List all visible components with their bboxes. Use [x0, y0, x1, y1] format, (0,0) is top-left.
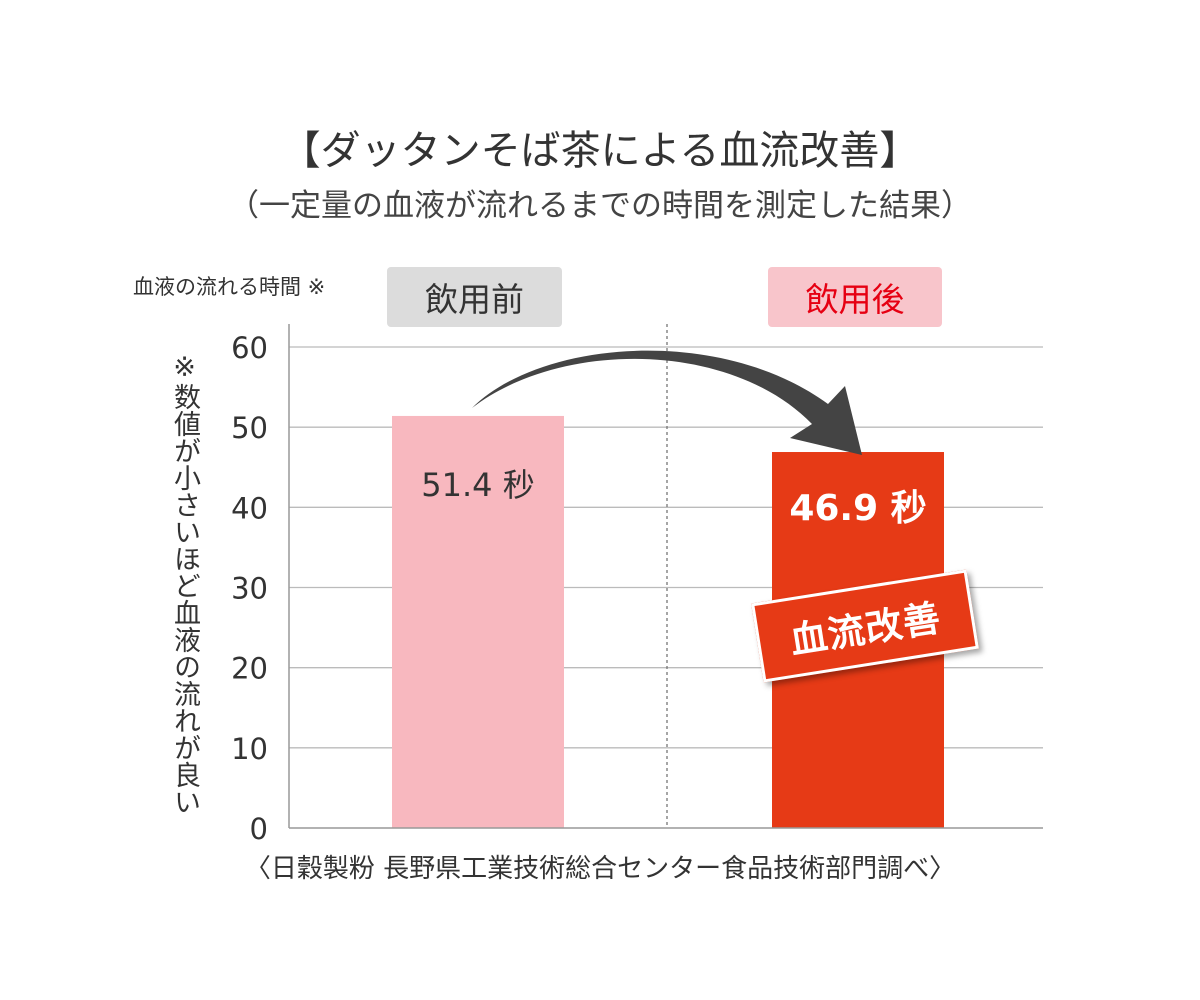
source-note: 〈日穀製粉 長野県工業技術総合センター食品技術部門調べ〉: [244, 854, 956, 884]
y-axis-note: ※数値が小さいほど血液の流れが良い: [169, 352, 200, 815]
y-tick-label: 20: [231, 652, 268, 686]
header-before: 飲用前: [387, 267, 562, 327]
y-tick-labels: 0 10 20 30 40 50 60: [231, 331, 268, 846]
bar-before: [392, 415, 564, 828]
y-tick-label: 0: [250, 812, 268, 846]
y-tick-label: 50: [231, 411, 268, 445]
y-tick-label: 40: [231, 491, 268, 525]
improvement-arrow-icon: [472, 350, 862, 455]
header-after: 飲用後: [768, 267, 942, 327]
chart-subtitle: （一定量の血液が流れるまでの時間を測定した結果）: [228, 188, 972, 224]
data-label: 51.4 秒: [421, 466, 534, 504]
data-labels: 51.4 秒 46.9 秒: [421, 466, 926, 529]
chart-title: 【ダッタンそば茶による血流改善】: [280, 128, 920, 174]
y-tick-label: 10: [231, 732, 268, 766]
unit-label: 血液の流れる時間 ※: [133, 275, 326, 299]
data-label: 46.9 秒: [789, 488, 926, 529]
y-tick-label: 60: [231, 331, 268, 365]
y-tick-label: 30: [231, 572, 268, 606]
